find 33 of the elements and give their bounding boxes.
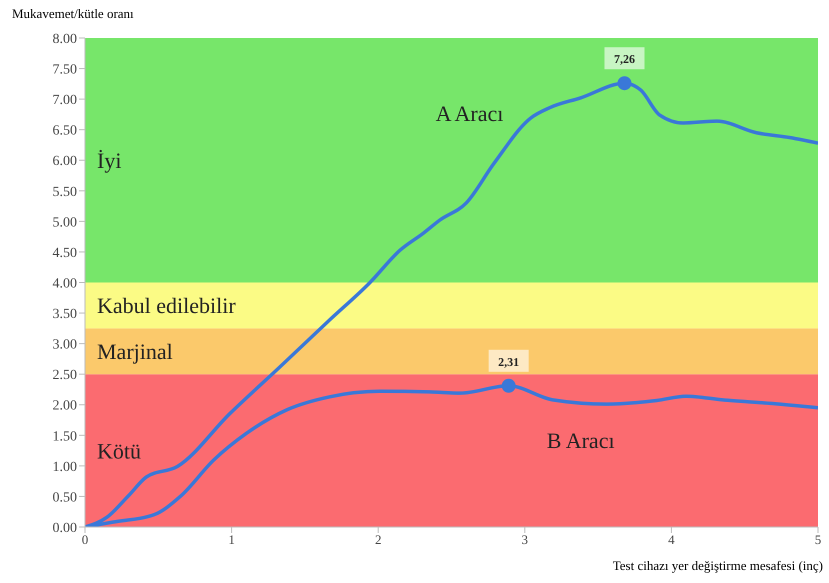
band-label: Kötü — [97, 438, 141, 464]
y-axis-title: Mukavemet/kütle oranı — [12, 6, 134, 22]
x-tick-label: 4 — [668, 532, 676, 548]
y-tick-label: 2.50 — [52, 368, 77, 384]
x-tick-label: 2 — [374, 532, 382, 548]
data-label: 2,31 — [498, 354, 520, 369]
y-tick-label: 4.00 — [52, 276, 77, 292]
y-tick-label: 0.50 — [52, 490, 77, 506]
y-tick-label: 5.00 — [52, 215, 77, 230]
band-label: İyi — [97, 148, 122, 174]
y-tick-label: 7.50 — [52, 62, 77, 78]
y-tick-label: 6.00 — [52, 154, 77, 170]
y-tick-label: 7.00 — [52, 93, 77, 108]
data-label: 7,26 — [614, 52, 635, 66]
x-tick-label: 5 — [814, 532, 822, 548]
series-label: A Aracı — [436, 101, 504, 126]
y-tick-label: 4.50 — [52, 246, 77, 261]
x-tick-label: 1 — [228, 532, 235, 548]
y-tick-label: 6.50 — [52, 124, 77, 139]
x-axis-title: Test cihazı yer değiştirme mesafesi (inç) — [612, 558, 823, 574]
y-tick-label: 5.50 — [52, 184, 77, 200]
series-label: B Aracı — [546, 428, 615, 453]
y-tick-label: 8.00 — [52, 32, 77, 47]
x-tick-label: 3 — [522, 532, 528, 548]
x-tick-label: 0 — [82, 532, 88, 548]
band-label: Marjinal — [97, 339, 173, 364]
y-tick-label: 3.00 — [52, 338, 77, 353]
y-tick-label: 1.50 — [52, 429, 77, 444]
y-tick-label: 2.00 — [52, 398, 77, 414]
y-tick-label: 3.50 — [52, 307, 77, 322]
y-tick-label: 1.00 — [52, 460, 77, 475]
band-label: Kabul edilebilir — [97, 293, 236, 318]
y-tick-label: 0.00 — [52, 520, 77, 536]
